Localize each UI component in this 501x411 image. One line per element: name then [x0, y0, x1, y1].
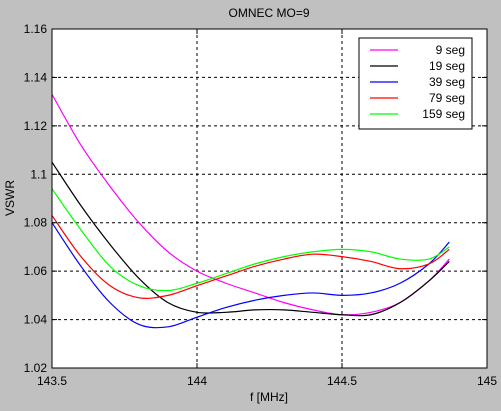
x-tick-labels: 143.5 144 144.5 145: [37, 374, 497, 388]
y-tick-label: 1.14: [24, 70, 48, 84]
legend-entry-label: 9 seg: [436, 43, 465, 57]
y-tick-label: 1.1: [30, 167, 47, 181]
y-axis-label: VSWR: [3, 180, 17, 216]
x-tick-label: 145: [477, 374, 497, 388]
plot-border: [51, 28, 488, 369]
y-tick-labels: 1.02 1.04 1.06 1.08 1.1 1.12 1.14 1.16: [24, 22, 48, 375]
chart-title: OMNEC MO=9: [228, 6, 309, 20]
series-line-79-seg: [51, 215, 450, 299]
legend-entry-label: 39 seg: [429, 75, 465, 89]
y-tick-label: 1.06: [24, 264, 48, 278]
series-line-9-seg: [51, 94, 450, 316]
x-tick-label: 143.5: [37, 374, 67, 388]
y-tick-label: 1.02: [24, 361, 48, 375]
x-axis-label: f [MHz]: [250, 390, 288, 404]
x-tick-label: 144: [187, 374, 207, 388]
legend: 9 seg 19 seg 39 seg 79 seg 159 seg: [358, 37, 473, 130]
legend-entry-label: 159 seg: [422, 107, 465, 121]
series-line-159-seg: [51, 188, 450, 292]
y-tick-label: 1.12: [24, 119, 48, 133]
series-layer: [51, 94, 450, 329]
series-line-39-seg: [51, 222, 450, 329]
legend-entry-label: 19 seg: [429, 59, 465, 73]
y-tick-label: 1.04: [24, 313, 48, 327]
legend-entry-label: 79 seg: [429, 91, 465, 105]
y-tick-label: 1.08: [24, 216, 48, 230]
axis-ticks: [51, 28, 488, 369]
y-tick-label: 1.16: [24, 22, 48, 36]
series-line-19-seg: [51, 161, 450, 317]
x-tick-label: 144.5: [327, 374, 357, 388]
